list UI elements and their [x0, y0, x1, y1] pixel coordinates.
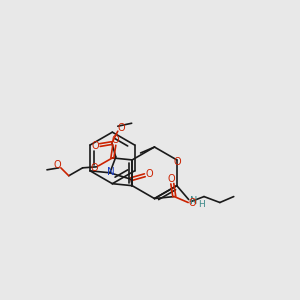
- Text: O: O: [188, 197, 196, 208]
- Text: N: N: [190, 196, 197, 206]
- Text: O: O: [53, 160, 61, 170]
- Text: O: O: [146, 169, 154, 179]
- Text: O: O: [112, 135, 119, 145]
- Text: N: N: [107, 167, 115, 177]
- Text: O: O: [118, 123, 126, 133]
- Text: H: H: [198, 200, 205, 209]
- Text: O: O: [91, 163, 98, 173]
- Text: O: O: [174, 157, 182, 167]
- Text: O: O: [91, 141, 99, 151]
- Text: O: O: [167, 174, 175, 184]
